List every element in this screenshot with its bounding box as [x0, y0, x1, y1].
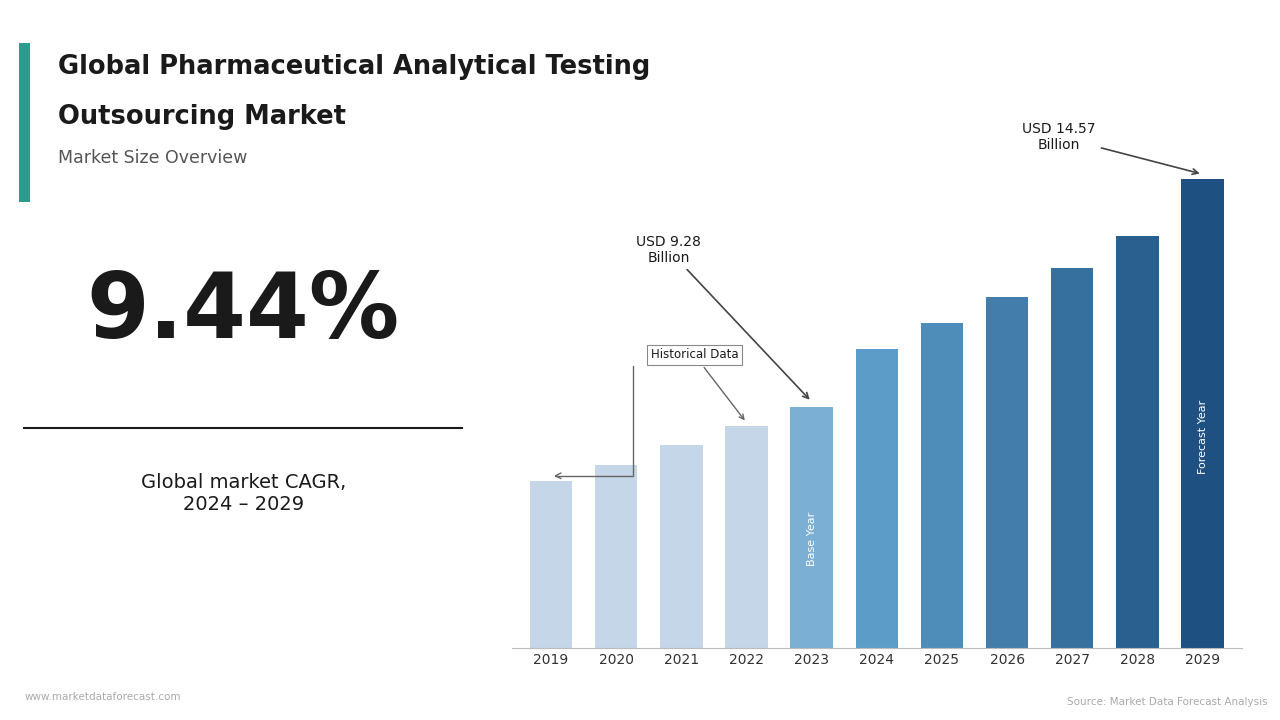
Bar — [791, 407, 833, 648]
Text: Forecast Year: Forecast Year — [1198, 400, 1207, 474]
Bar — [660, 445, 703, 648]
Text: www.marketdataforecast.com: www.marketdataforecast.com — [24, 692, 180, 702]
Bar — [1116, 236, 1158, 648]
Text: Source: Market Data Forecast Analysis: Source: Market Data Forecast Analysis — [1066, 697, 1267, 707]
Bar — [19, 43, 31, 202]
Text: 9.44%: 9.44% — [87, 269, 399, 357]
Bar — [726, 426, 768, 648]
Bar — [530, 481, 572, 648]
Bar — [1181, 179, 1224, 648]
Bar — [595, 464, 637, 648]
Text: Global Pharmaceutical Analytical Testing: Global Pharmaceutical Analytical Testing — [59, 54, 650, 80]
Bar — [920, 323, 963, 648]
Bar — [855, 349, 899, 648]
Text: Global market CAGR,
2024 – 2029: Global market CAGR, 2024 – 2029 — [141, 473, 346, 513]
Text: Outsourcing Market: Outsourcing Market — [59, 104, 347, 130]
Text: USD 9.28
Billion: USD 9.28 Billion — [636, 235, 809, 398]
Text: USD 14.57
Billion: USD 14.57 Billion — [1023, 122, 1198, 174]
Bar — [1051, 268, 1093, 648]
Text: Market Size Overview: Market Size Overview — [59, 149, 248, 167]
Bar — [986, 297, 1028, 648]
Text: Base Year: Base Year — [806, 512, 817, 567]
Text: Historical Data: Historical Data — [650, 348, 744, 419]
